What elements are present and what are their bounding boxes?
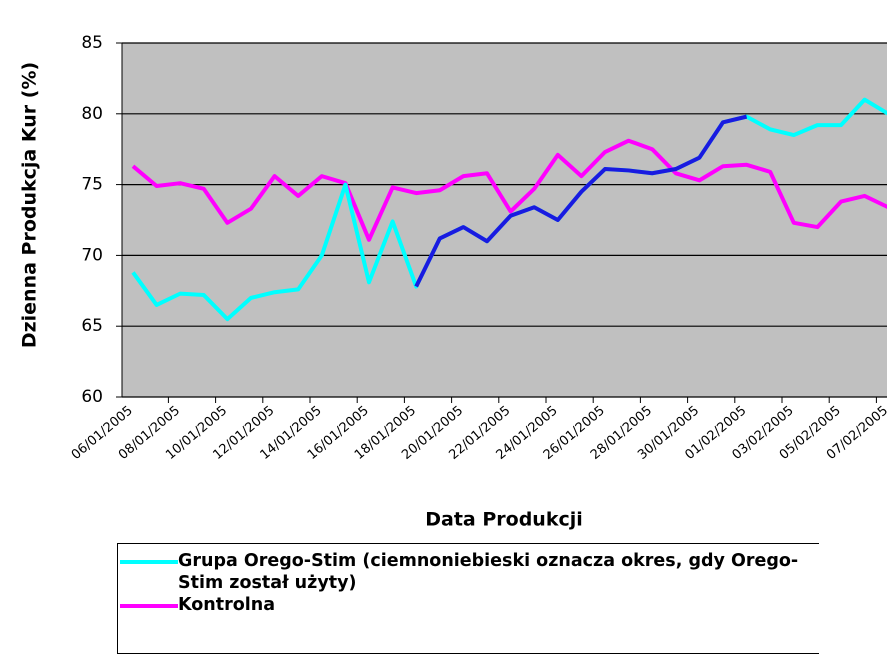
y-tick-label: 60 [81, 387, 103, 407]
legend: Grupa Orego-Stim (ciemnoniebieski oznacz… [117, 543, 819, 654]
legend-swatch [120, 604, 178, 608]
legend-label: Grupa Orego-Stim (ciemnoniebieski oznacz… [178, 551, 799, 593]
y-tick-label: 75 [81, 175, 103, 195]
y-axis-title: Dzienna Produkcja Kur (%) [19, 62, 41, 348]
x-axis-title: Data Produkcji [425, 509, 583, 531]
legend-swatch [120, 560, 178, 564]
series-line [131, 138, 887, 242]
y-tick-label: 80 [81, 104, 103, 124]
y-tick-label: 85 [81, 33, 103, 53]
chart: Dzienna Produkcja Kur (%) Data Produkcji… [19, 33, 887, 531]
highlight-line [414, 114, 748, 288]
legend-label: Kontrolna [178, 595, 276, 615]
y-tick-label: 70 [81, 245, 103, 265]
y-tick-label: 65 [81, 316, 103, 336]
